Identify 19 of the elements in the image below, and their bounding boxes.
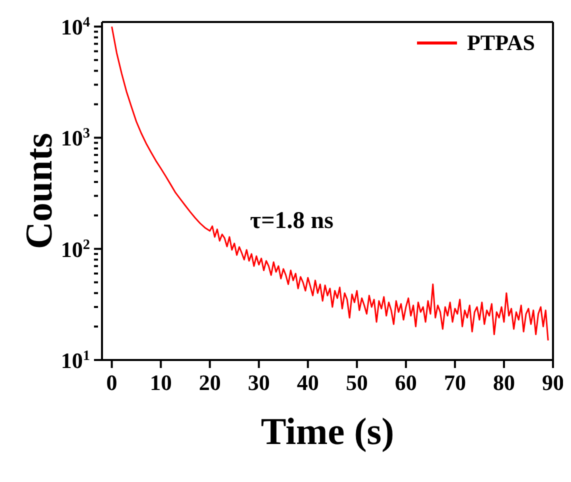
x-tick-label: 60 <box>394 370 417 395</box>
x-tick-label: 70 <box>444 370 466 395</box>
x-tick-label: 0 <box>106 370 118 395</box>
x-tick-label: 10 <box>150 370 172 395</box>
x-tick-label: 90 <box>542 370 564 395</box>
x-tick-label: 50 <box>346 370 368 395</box>
x-tick-label: 40 <box>296 370 319 395</box>
y-tick-label: 10$^{2}$ <box>60 236 90 262</box>
x-axis-title: Time (s) <box>260 411 394 453</box>
annotation: τ=1.8 ns <box>250 208 334 235</box>
x-tick-label: 20 <box>198 370 221 395</box>
x-tick-label: 80 <box>492 370 515 395</box>
legend-label: PTPAS <box>466 30 535 56</box>
y-tick-label: 10$^{1}$ <box>60 348 90 373</box>
y-tick-label: 10$^{4}$ <box>60 14 90 40</box>
x-tick-label: 30 <box>248 370 270 395</box>
line-series <box>111 26 549 342</box>
y-axis-title: Counts <box>18 132 60 250</box>
y-tick-label: 10$^{3}$ <box>60 126 90 151</box>
